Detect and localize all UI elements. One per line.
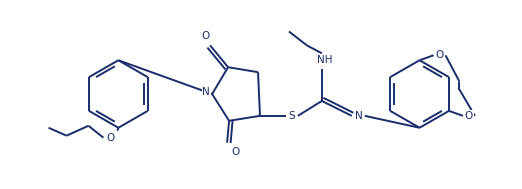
Text: O: O (106, 133, 114, 143)
Text: O: O (435, 50, 444, 60)
Text: N: N (355, 111, 363, 121)
Text: N: N (202, 87, 210, 97)
Text: NH: NH (317, 55, 333, 65)
Text: O: O (231, 147, 239, 156)
Text: O: O (201, 31, 209, 41)
Text: O: O (465, 111, 473, 121)
Text: S: S (289, 111, 295, 121)
